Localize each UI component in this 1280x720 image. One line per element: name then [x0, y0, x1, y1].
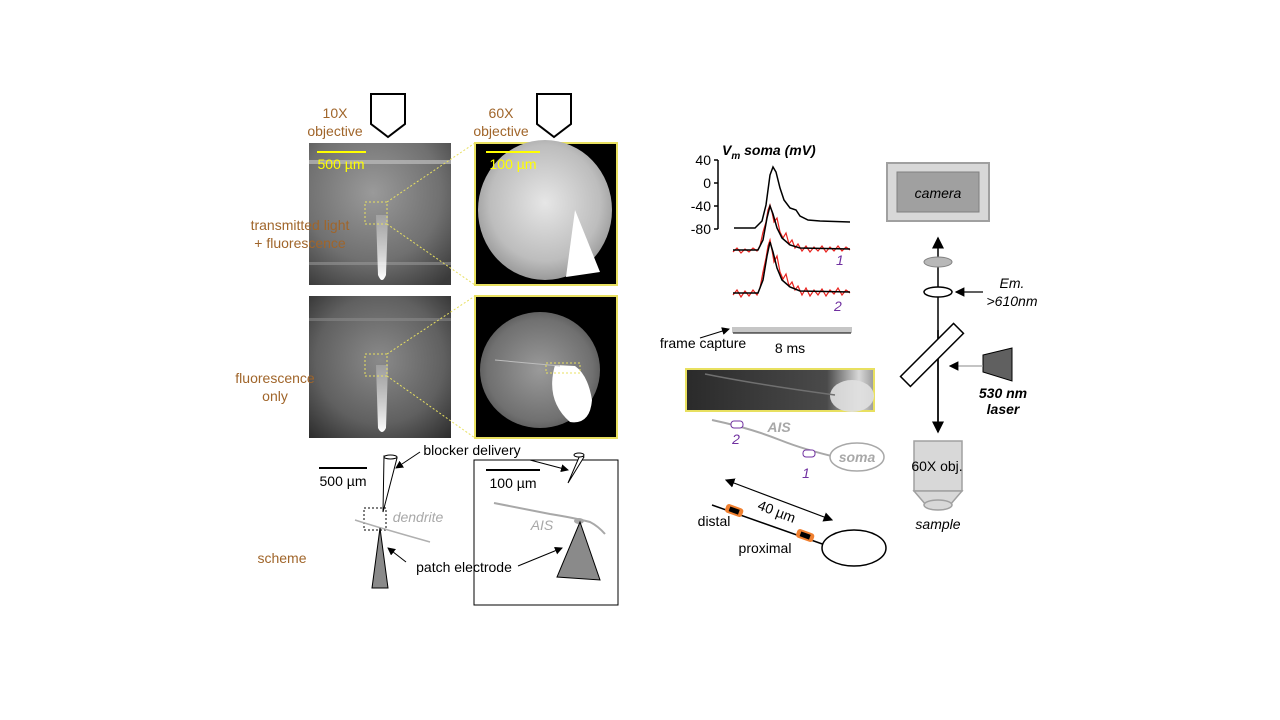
- frame-capture-bar: [732, 327, 852, 333]
- micrograph-60x-transmitted: [474, 140, 618, 286]
- scheme-scale-label-60x: 100 µm: [490, 475, 537, 491]
- frame-capture-arrow: [699, 327, 730, 339]
- distance-arrow: [724, 478, 834, 522]
- patch-electrode-label: patch electrode: [416, 559, 512, 575]
- zoom-line-row1-top: [386, 142, 476, 203]
- dichroic-mirror: [899, 322, 965, 388]
- sample-label: sample: [915, 516, 960, 532]
- patch-arrow-60x: [517, 546, 563, 567]
- ais-fluorescence-strip: [685, 368, 875, 412]
- row-label-transmitted-2: + fluorescence: [254, 235, 346, 251]
- patch-electrode-10x: [371, 527, 389, 589]
- objective-10x-icon: [370, 93, 406, 139]
- micrograph-10x-transmitted: [309, 143, 451, 285]
- frame-capture-label: frame capture: [660, 335, 747, 351]
- ais-label: AIS: [766, 419, 791, 435]
- zoom-box-60x-ais: [545, 362, 581, 374]
- site-1-label: 1: [802, 465, 810, 481]
- vm-axis-title: Vm soma (mV): [722, 142, 816, 162]
- objective-10x-label-1: 10X: [323, 105, 349, 121]
- zoom-box-10x-row1: [364, 201, 388, 225]
- objective-60x-label-1: 60X: [489, 105, 515, 121]
- distal-label: distal: [698, 513, 731, 529]
- scheme-zoom-box: [363, 507, 387, 531]
- patch-electrode-60x: [556, 520, 601, 581]
- em-label-2: >610nm: [987, 293, 1038, 309]
- blocker-arrow-60x: [529, 459, 569, 473]
- trace-1-label: 1: [836, 252, 844, 268]
- site-2-marker: [730, 420, 744, 429]
- fit-trace-1: [733, 203, 851, 251]
- laser-source: [982, 347, 1013, 382]
- proximal-electrode-marker: [796, 529, 815, 542]
- y-tick-minus80: -80: [691, 221, 711, 237]
- ais-label-60x: AIS: [530, 517, 554, 533]
- objective-label: 60X obj.: [911, 458, 962, 474]
- emission-filter: [923, 286, 953, 298]
- camera-box: [886, 162, 990, 222]
- scale-label-60x: 100 µm: [490, 156, 537, 172]
- y-tick-0: 0: [703, 175, 711, 191]
- zoom-line-row2-top: [386, 295, 476, 355]
- distance-label: 40 µm: [756, 497, 798, 526]
- laser-label-1: 530 nm: [979, 385, 1027, 401]
- scheme-scale-label-10x: 500 µm: [320, 473, 367, 489]
- trace-2-label: 2: [833, 298, 842, 314]
- y-tick-40: 40: [695, 152, 711, 168]
- scheme-label: scheme: [257, 550, 306, 566]
- soma-scheme-ellipse: [821, 529, 887, 567]
- proximal-label: proximal: [739, 540, 792, 556]
- row-label-transmitted-1: transmitted light: [251, 217, 350, 233]
- site-1-marker: [802, 449, 816, 458]
- zoom-line-row1-bottom: [386, 223, 476, 286]
- tube-lens: [923, 256, 953, 268]
- patch-arrow-10x: [387, 547, 407, 563]
- objective-60x-label-2: objective: [473, 123, 528, 139]
- site-2-label: 2: [731, 431, 740, 447]
- laser-label-2: laser: [987, 401, 1021, 417]
- time-scale-label: 8 ms: [775, 340, 805, 356]
- row-label-fluorescence-2: only: [262, 388, 288, 404]
- em-label-1: Em.: [1000, 275, 1025, 291]
- blocker-arrow-10x: [395, 451, 421, 469]
- distal-electrode-marker: [725, 504, 744, 517]
- dendrite-label: dendrite: [393, 509, 444, 525]
- row-label-fluorescence-1: fluorescence: [235, 370, 315, 386]
- blocker-delivery-label: blocker delivery: [423, 442, 520, 458]
- objective-60x-icon: [536, 93, 572, 139]
- soma-ellipse: [829, 442, 885, 472]
- zoom-box-10x-row2: [364, 353, 388, 377]
- soma-ap-trace: [734, 165, 851, 229]
- scale-label-10x: 500 µm: [318, 156, 365, 172]
- objective-60x-schematic: [912, 440, 964, 511]
- soma-label: soma: [839, 449, 876, 465]
- camera-label: camera: [915, 185, 962, 201]
- micrograph-10x-fluorescence: [309, 296, 451, 438]
- y-tick-minus40: -40: [691, 198, 711, 214]
- zoom-line-row2-bottom: [386, 375, 476, 439]
- blocker-pipette-10x: [382, 455, 398, 513]
- fit-trace-2: [733, 241, 851, 294]
- dendrite-line-10x: [354, 519, 431, 543]
- micrograph-60x-fluorescence: [474, 295, 618, 439]
- scheme-60x-box: [473, 459, 619, 606]
- objective-10x-label-2: objective: [307, 123, 362, 139]
- ais-line-60x: [493, 502, 606, 535]
